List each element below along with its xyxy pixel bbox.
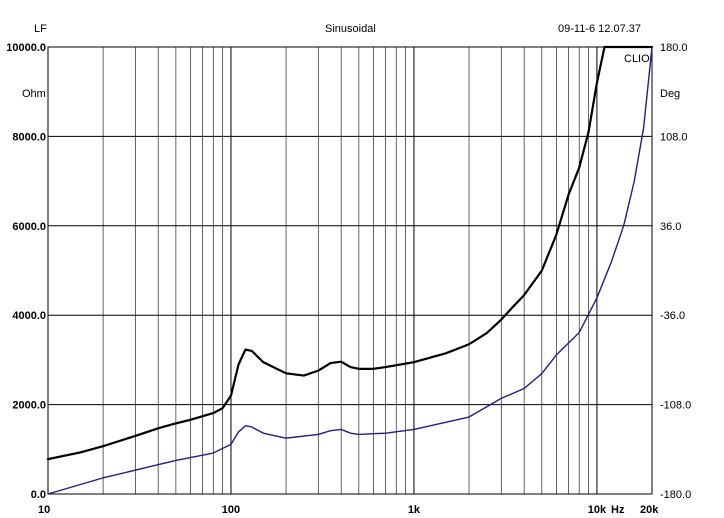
right-axis-tick-label: 108.0 bbox=[660, 131, 688, 143]
x-axis-unit: Hz bbox=[611, 504, 625, 516]
right-axis-tick-label: 180.0 bbox=[660, 42, 688, 54]
right-axis-unit: Deg bbox=[660, 88, 680, 100]
curves bbox=[46, 45, 654, 495]
left-axis-tick-label: 2000.0 bbox=[12, 400, 46, 412]
x-axis-ticks: 10 100 1k 10k bbox=[38, 504, 607, 516]
left-axis-unit: Ohm bbox=[22, 88, 46, 100]
clio-annotation: CLIO bbox=[624, 53, 650, 65]
x-axis-tick-label: 10 bbox=[38, 504, 50, 516]
x-axis-tick-label: 1k bbox=[408, 504, 421, 516]
chart-title: Sinusoidal bbox=[325, 23, 376, 35]
left-axis-tick-label: 8000.0 bbox=[12, 131, 46, 143]
left-axis-tick-label: 0.0 bbox=[31, 489, 46, 501]
left-axis-tick-label: 4000.0 bbox=[12, 310, 46, 322]
right-axis-tick-label: 36.0 bbox=[660, 221, 681, 233]
right-axis-tick-label: -36.0 bbox=[660, 310, 685, 322]
left-axis-tick-label: 6000.0 bbox=[12, 221, 46, 233]
left-axis-ticks: 10000.0 8000.0 6000.0 4000.0 2000.0 0.0 bbox=[6, 42, 46, 501]
right-axis-ticks: 180.0 108.0 36.0 -36.0 -108.0 -180.0 bbox=[660, 42, 691, 501]
x-axis-tick-label: 10k bbox=[588, 504, 607, 516]
header-timestamp: 09-11-6 12.07.37 bbox=[558, 23, 641, 35]
left-axis-tick-label: 10000.0 bbox=[6, 42, 46, 54]
plot-frame bbox=[47, 46, 653, 495]
right-axis-tick-label: -108.0 bbox=[660, 400, 691, 412]
right-axis-tick-label: -180.0 bbox=[660, 489, 691, 501]
phase-curve bbox=[47, 46, 653, 495]
plot-area bbox=[48, 47, 652, 494]
impedance-curve bbox=[46, 45, 654, 461]
header-left-label: LF bbox=[34, 23, 47, 35]
x-axis-end-label: 20k bbox=[640, 504, 659, 516]
x-axis-tick-label: 100 bbox=[222, 504, 240, 516]
